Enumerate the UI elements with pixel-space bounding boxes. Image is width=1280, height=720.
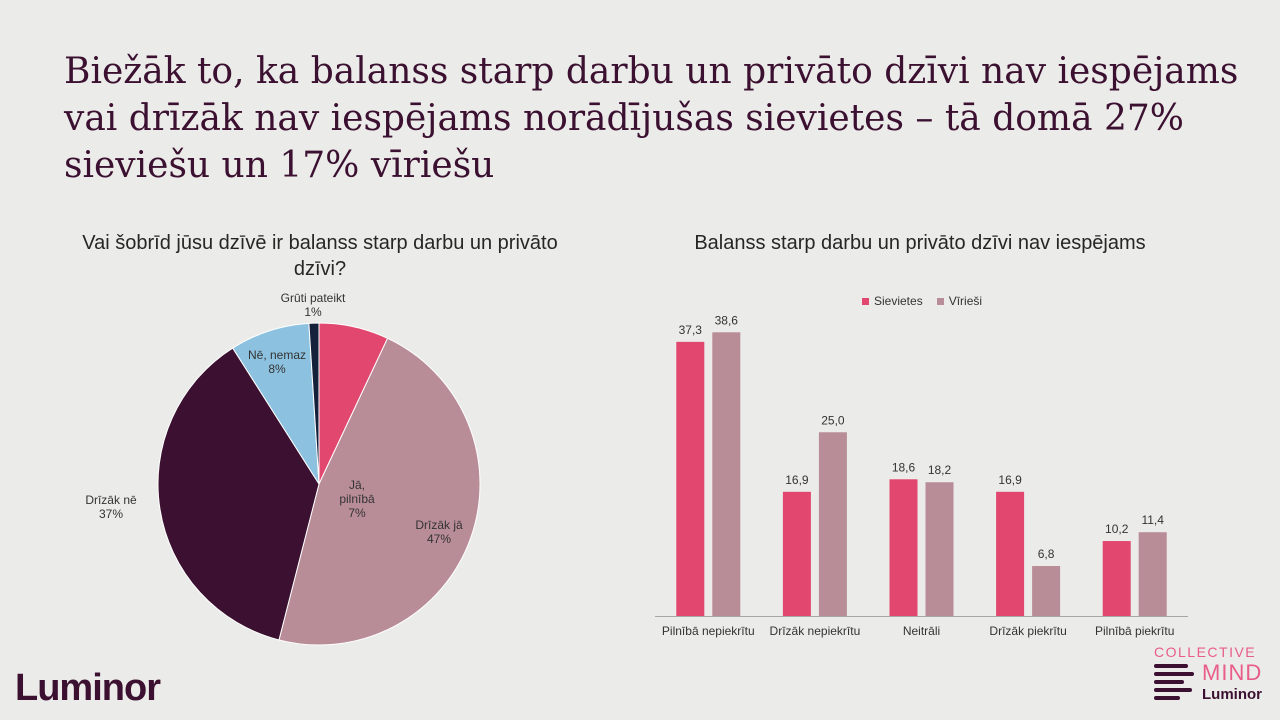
collective-mind-line1: COLLECTIVE — [1154, 644, 1257, 660]
luminor-logo: Luminor — [15, 667, 161, 709]
bar-viriesi-drizak-piekritu — [1032, 566, 1061, 616]
bar-viriesi-drizak-nepiekritu — [818, 432, 847, 616]
legend-item-viriesi: Vīrieši — [936, 294, 983, 308]
bar-sievietes-drizak-piekritu — [996, 491, 1025, 616]
pie-chart-title: Vai šobrīd jūsu dzīvē ir balanss starp d… — [82, 232, 558, 280]
bar-viriesi-neitrali — [925, 482, 954, 616]
data-label-viriesi-neitrali: 18,2 — [928, 463, 952, 477]
pie-label-drizak-ja: Drīzāk jā 47% — [415, 518, 463, 546]
legend-label-sievietes: Sievietes — [874, 294, 923, 308]
x-tick-label-drizak-nepiekritu: Drīzāk nepiekrītu — [770, 624, 861, 638]
bar-sievietes-pilniba-piekritu — [1102, 541, 1131, 616]
data-label-viriesi-drizak-nepiekritu: 25,0 — [821, 413, 845, 427]
x-tick-label-pilniba-nepiekritu: Pilnībā nepiekrītu — [662, 624, 755, 638]
x-tick-label-neitrali: Neitrāli — [903, 624, 940, 638]
data-label-sievietes-neitrali: 18,6 — [892, 460, 916, 474]
data-label-sievietes-drizak-piekritu: 16,9 — [998, 473, 1022, 487]
bar-sievietes-drizak-nepiekritu — [782, 491, 811, 616]
pie-chart: Jā, pilnībā 7% Drīzāk jā 47% Drīzāk nē 37% Nē, … — [85, 291, 481, 646]
legend-swatch-sievietes — [862, 297, 869, 305]
bar-viriesi-pilniba-piekritu — [1138, 532, 1167, 616]
bar-chart-title: Balanss starp darbu un privāto dzīvi nav… — [694, 232, 1146, 254]
data-label-sievietes-pilniba-piekritu: 10,2 — [1105, 522, 1129, 536]
legend-label-viriesi: Vīrieši — [948, 294, 983, 308]
data-label-sievietes-drizak-nepiekritu: 16,9 — [785, 473, 809, 487]
pie-slice-gruti-pateikt — [308, 322, 320, 485]
collective-mind-logo: COLLECTIVE MIND Luminor — [1154, 644, 1266, 708]
collective-mind-line2: MIND — [1202, 660, 1263, 685]
pie-label-drizak-ne: Drīzāk nē 37% — [85, 493, 137, 521]
data-label-viriesi-drizak-piekritu: 6,8 — [1038, 547, 1055, 561]
data-label-viriesi-pilniba-nepiekritu: 38,6 — [715, 313, 739, 327]
pie-label-gruti-pateikt: Grūti pateikt 1% — [281, 291, 346, 319]
pie-slice-drizak-ja — [278, 337, 481, 646]
bar-legend: Sievietes Vīrieši — [862, 294, 982, 308]
data-label-sievietes-pilniba-nepiekritu: 37,3 — [679, 323, 703, 337]
slide-title: Biežāk to, ka balanss starp darbu un pri… — [64, 51, 1239, 186]
x-tick-label-drizak-piekritu: Drīzāk piekrītu — [989, 624, 1066, 638]
bar-sievietes-neitrali — [889, 479, 918, 616]
data-label-viriesi-pilniba-piekritu: 11,4 — [1141, 513, 1164, 527]
legend-swatch-viriesi — [936, 297, 944, 305]
collective-mind-line3: Luminor — [1202, 686, 1262, 703]
bar-sievietes-pilniba-nepiekritu — [676, 341, 705, 616]
x-tick-label-pilniba-piekritu: Pilnībā piekrītu — [1095, 624, 1174, 638]
legend-item-sievietes: Sievietes — [862, 294, 923, 308]
bar-viriesi-pilniba-nepiekritu — [712, 332, 741, 616]
bar-chart: 37,3 38,6 Pilnībā nepiekrītu 16,9 25,0 Drīzāk… — [655, 313, 1188, 638]
pie-label-ja-pilniba: Jā, pilnībā 7% — [339, 478, 375, 520]
collective-mind-bars-icon — [1154, 664, 1196, 706]
pie-label-ne-nemaz: Nē, nemaz 8% — [248, 348, 306, 376]
